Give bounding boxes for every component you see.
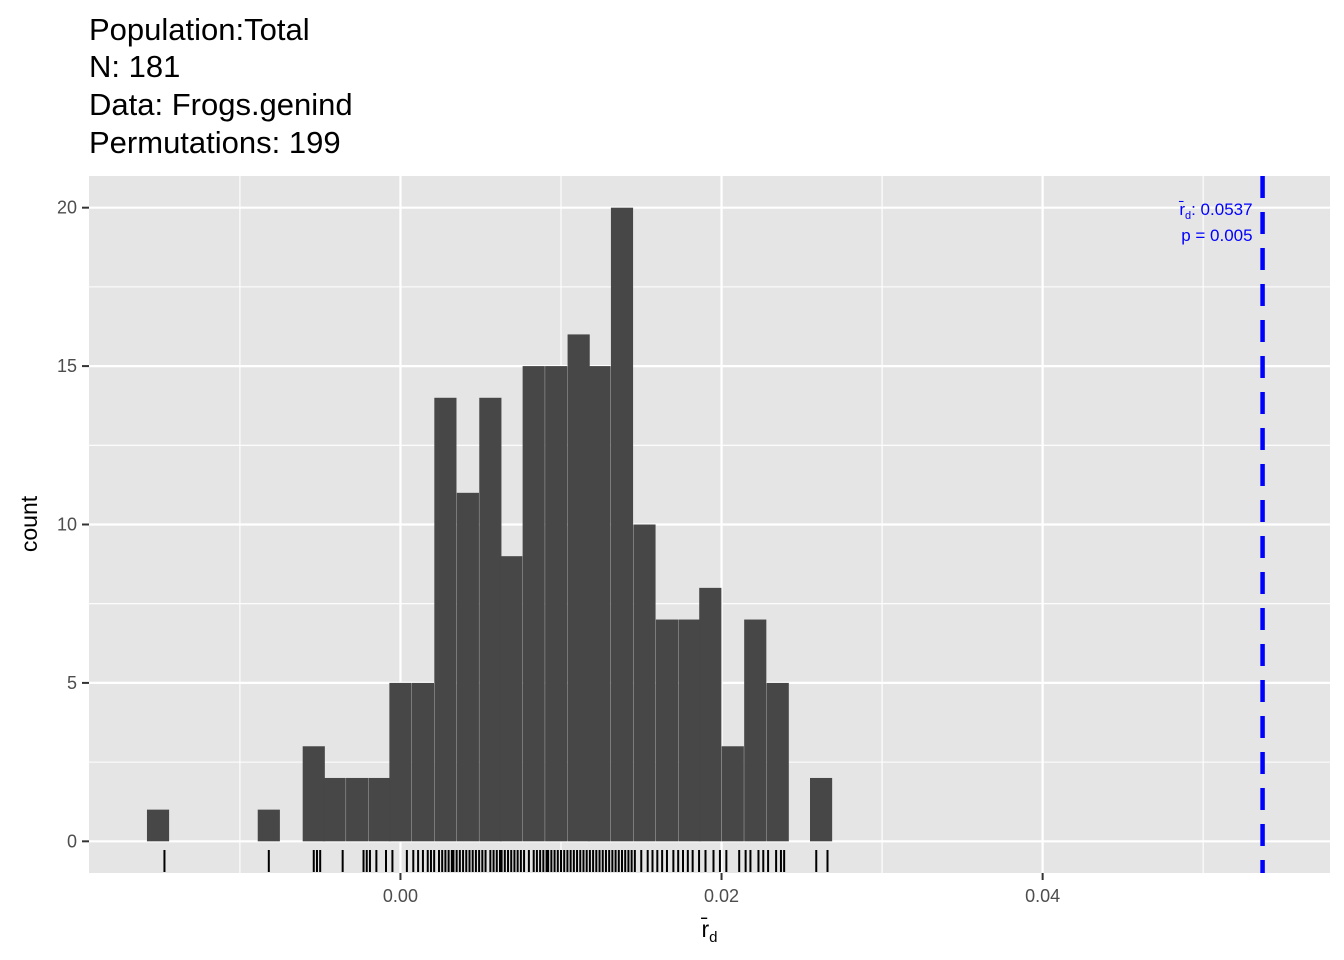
- y-tick-label-3: 15: [57, 356, 77, 376]
- bar-26: [721, 746, 744, 842]
- x-tick-label-1: 0.02: [704, 886, 739, 906]
- title-line-n: N: 181: [89, 49, 180, 84]
- bar-9: [346, 777, 369, 842]
- x-axis-title-symbol: r̄: [700, 916, 709, 942]
- bar-30: [810, 777, 833, 842]
- observed-label-symbol: r̄: [1178, 200, 1185, 219]
- observed-label-subscript: d: [1185, 210, 1191, 222]
- rug-marks: [163, 850, 829, 872]
- observed-label-value: : 0.0537: [1191, 200, 1252, 219]
- chart-title: Population:Total N: 181 Data: Frogs.geni…: [89, 12, 353, 160]
- y-axis-title: count: [16, 495, 42, 552]
- bar-21: [610, 207, 634, 842]
- x-tick-label-0: 0.00: [383, 886, 418, 906]
- bar-27: [744, 619, 767, 842]
- grid-major: [89, 176, 1330, 873]
- x-axis: 0.00 0.02 0.04: [383, 873, 1060, 906]
- bar-13: [434, 397, 457, 842]
- bar-22: [633, 524, 656, 842]
- observed-value-label: r̄d: 0.0537: [1178, 200, 1252, 222]
- bar-14: [456, 492, 479, 842]
- y-tick-label-4: 20: [57, 198, 77, 218]
- bar-28: [766, 682, 789, 842]
- x-axis-title: r̄d: [700, 916, 717, 946]
- bar-5: [257, 809, 280, 842]
- title-line-permutations: Permutations: 199: [89, 125, 341, 160]
- y-tick-label-2: 10: [57, 515, 77, 535]
- y-tick-label-0: 0: [67, 831, 77, 851]
- x-tick-label-2: 0.04: [1025, 886, 1060, 906]
- bar-10: [368, 777, 391, 842]
- title-line-data: Data: Frogs.genind: [89, 87, 353, 122]
- bar-15: [479, 397, 502, 842]
- histogram-bars: [146, 207, 833, 842]
- x-axis-title-subscript: d: [709, 929, 717, 946]
- y-tick-label-1: 5: [67, 673, 77, 693]
- observed-value-marker: r̄d: 0.0537 p = 0.005: [1178, 176, 1265, 873]
- y-axis: 0 5 10 15 20: [57, 198, 89, 851]
- bar-8: [323, 777, 346, 842]
- bar-17: [522, 366, 545, 842]
- bar-12: [411, 682, 435, 842]
- bar-20: [588, 366, 611, 842]
- bar-25: [699, 587, 722, 842]
- bar-24: [678, 619, 701, 842]
- title-line-population: Population:Total: [89, 12, 310, 47]
- bar-23: [655, 619, 679, 842]
- bar-18: [545, 366, 568, 842]
- bar-19: [567, 334, 590, 842]
- bar-7: [302, 746, 325, 842]
- p-value-label: p = 0.005: [1181, 226, 1252, 245]
- bar-0: [146, 809, 170, 842]
- bar-16: [500, 556, 523, 842]
- bar-11: [389, 682, 412, 842]
